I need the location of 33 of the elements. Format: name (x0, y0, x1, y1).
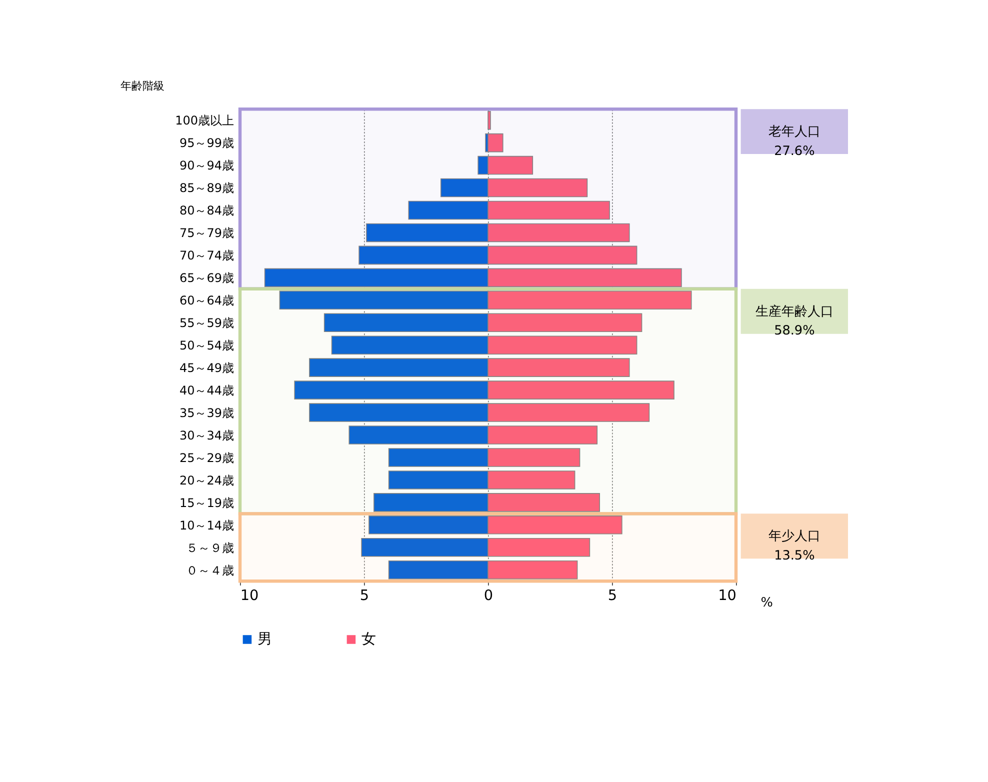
x-tick-label: 10 (718, 588, 736, 604)
y-tick-label: 20～24歳 (179, 473, 234, 488)
y-tick-label: 30～34歳 (179, 428, 234, 442)
y-axis-title: 年齢階級 (120, 80, 164, 92)
y-tick-label: 35～39歳 (179, 406, 234, 420)
y-tick-label: 40～44歳 (179, 383, 234, 398)
y-tick-label: 55～59歳 (179, 316, 234, 330)
y-tick-label: 60～64歳 (179, 294, 234, 308)
x-axis-title: % (760, 595, 773, 610)
y-tick-label: 25～29歳 (179, 450, 234, 465)
legend-label: 女 (362, 632, 376, 648)
y-tick-label: 10～14歳 (179, 518, 234, 532)
x-tick-label: 10 (240, 588, 259, 604)
y-tick-label: 65～69歳 (179, 271, 234, 286)
band-label: 老年人口 27.6% (768, 124, 820, 159)
y-tick-label: 70～74歳 (179, 248, 234, 263)
x-tick-label: 5 (360, 588, 369, 604)
x-tick-label: 5 (608, 588, 617, 604)
legend-label: 男 (258, 632, 272, 648)
y-tick-label: 80～84歳 (179, 204, 234, 218)
y-tick-label: 90～94歳 (179, 158, 234, 173)
y-tick-label: 45～49歳 (179, 360, 234, 375)
y-tick-label: 85～89歳 (179, 181, 234, 196)
y-tick-label: 100歳以上 (175, 114, 234, 128)
y-tick-label: 50～54歳 (179, 338, 234, 352)
band-label: 年少人口 13.5% (768, 529, 820, 564)
band-label: 生産年齢人口 58.9% (755, 303, 834, 339)
x-tick-label: 0 (484, 588, 493, 604)
y-tick-label: 75～79歳 (179, 226, 234, 240)
y-tick-label: 95～99歳 (179, 136, 234, 150)
y-tick-label: ５～９歳 (186, 540, 234, 555)
y-tick-label: ０～４歳 (186, 563, 234, 578)
y-tick-label: 15～19歳 (179, 496, 234, 510)
